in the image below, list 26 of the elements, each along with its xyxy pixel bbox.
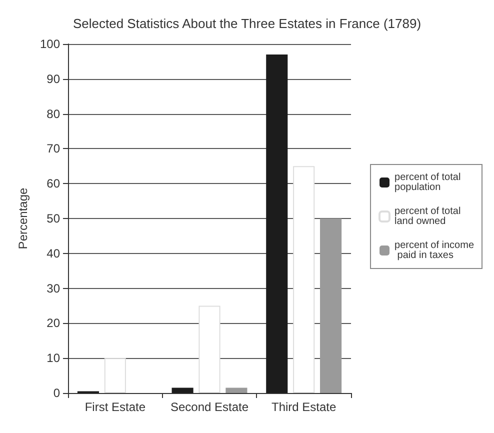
y-tick-label: 90 [46,72,60,86]
y-tick-label: 100 [40,37,60,51]
y-tick-label: 60 [46,176,60,191]
legend-label: percent of income paid in taxes [394,240,474,261]
bar [172,388,194,393]
bar [293,166,315,393]
bar [226,388,248,393]
y-tick-label: 50 [46,212,60,226]
y-tick-label: 70 [46,142,60,156]
x-tick-label: First Estate [84,400,146,414]
legend-label: percent of total land owned [394,206,464,227]
bar [320,218,342,393]
y-tick-label: 30 [46,281,60,296]
x-tick-label: Second Estate [170,400,249,414]
y-tick-label: 0 [53,386,60,400]
y-tick-label: 80 [46,106,60,121]
y-tick-label: 20 [46,316,60,330]
x-tick-label: Third Estate [271,400,336,414]
chart-title: Selected Statistics About the Three Estates in France (1789) [72,16,422,31]
bar [266,54,288,393]
y-axis-title: Percentage [16,187,30,250]
legend-label: percent of total population [394,172,464,193]
bar [198,306,220,393]
bar [104,358,126,393]
y-tick-label: 10 [46,351,60,366]
y-tick-label: 40 [46,246,60,260]
